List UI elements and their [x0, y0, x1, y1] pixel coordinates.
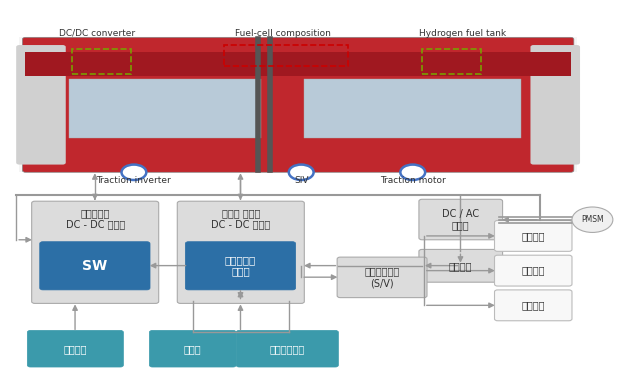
Text: DC/DC converter: DC/DC converter — [58, 29, 135, 38]
FancyBboxPatch shape — [494, 290, 572, 321]
Bar — [72, 49, 131, 74]
Text: PMSM: PMSM — [581, 215, 604, 224]
Text: 연료전지용
제어기: 연료전지용 제어기 — [225, 255, 256, 277]
Bar — [304, 79, 521, 138]
Text: 제어장치: 제어장치 — [449, 261, 473, 271]
Text: 공조장치: 공조장치 — [522, 231, 545, 241]
FancyBboxPatch shape — [150, 330, 236, 367]
Text: SIV: SIV — [294, 175, 309, 185]
Text: Traction motor: Traction motor — [380, 175, 446, 185]
FancyBboxPatch shape — [337, 257, 427, 298]
Text: Hydrogen fuel tank: Hydrogen fuel tank — [419, 29, 506, 38]
FancyBboxPatch shape — [16, 45, 66, 164]
FancyBboxPatch shape — [236, 330, 338, 367]
Bar — [224, 45, 348, 66]
FancyBboxPatch shape — [32, 201, 159, 303]
Text: Traction inverter: Traction inverter — [96, 175, 171, 185]
FancyBboxPatch shape — [530, 45, 580, 164]
Text: 슈퍼캐패시터: 슈퍼캐패시터 — [270, 344, 305, 354]
FancyBboxPatch shape — [494, 255, 572, 286]
FancyBboxPatch shape — [494, 221, 572, 251]
FancyBboxPatch shape — [22, 37, 574, 172]
FancyBboxPatch shape — [185, 242, 296, 290]
Bar — [422, 49, 481, 74]
Circle shape — [122, 164, 147, 180]
FancyBboxPatch shape — [27, 330, 124, 367]
Circle shape — [572, 207, 613, 233]
Text: SW: SW — [82, 259, 107, 273]
Bar — [25, 52, 571, 76]
FancyBboxPatch shape — [40, 242, 150, 290]
Text: Fuel-cell composition: Fuel-cell composition — [235, 29, 330, 38]
Text: 기타장치: 기타장치 — [522, 300, 545, 310]
Text: 연료전지: 연료전지 — [63, 344, 87, 354]
FancyBboxPatch shape — [419, 199, 502, 240]
Text: 조명장치: 조명장치 — [522, 265, 545, 276]
FancyBboxPatch shape — [177, 201, 304, 303]
Circle shape — [401, 164, 425, 180]
FancyBboxPatch shape — [419, 249, 502, 282]
Text: 연료전지용
DC - DC 컨버터: 연료전지용 DC - DC 컨버터 — [66, 208, 125, 229]
Circle shape — [289, 164, 314, 180]
Bar — [69, 79, 261, 138]
Text: 배터리 장치용
DC - DC 컨버터: 배터리 장치용 DC - DC 컨버터 — [211, 208, 270, 229]
Text: 배터리: 배터리 — [184, 344, 202, 354]
Bar — [19, 37, 577, 172]
Text: 보조전원장치
(S/V): 보조전원장치 (S/V) — [365, 267, 400, 288]
Text: DC / AC
인버터: DC / AC 인버터 — [442, 209, 479, 230]
